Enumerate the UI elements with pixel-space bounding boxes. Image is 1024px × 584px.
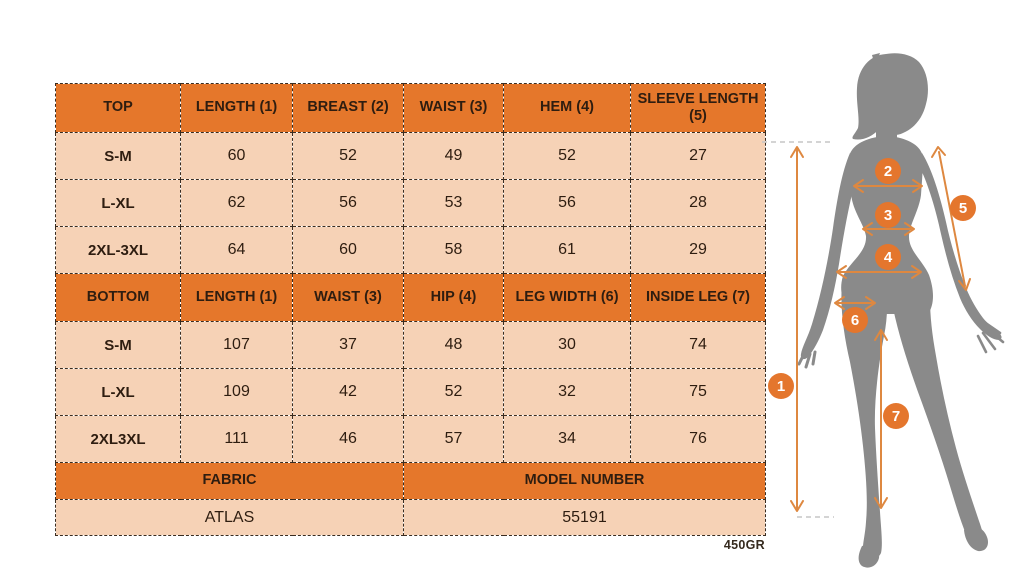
size-cell: S-M [55,132,181,180]
header-cell-waist: WAIST (3) [292,273,404,322]
arrow-waist [862,222,915,236]
fabric-value-cell: ATLAS [55,499,404,536]
table-row: L-XL 62 56 53 56 28 [55,179,766,227]
arrow-inside-leg [874,329,888,509]
svg-text:5: 5 [959,200,967,217]
size-cell: L-XL [55,179,181,227]
size-chart: TOP LENGTH (1) BREAST (2) WAIST (3) HEM … [55,83,766,536]
value-cell: 60 [180,132,293,180]
svg-text:7: 7 [892,408,900,425]
value-cell: 107 [180,321,293,369]
bottom-header-row: BOTTOM LENGTH (1) WAIST (3) HIP (4) LEG … [55,273,766,322]
value-cell: 53 [403,179,504,227]
value-cell: 52 [292,132,404,180]
model-number-value-cell: 55191 [403,499,766,536]
header-cell-top: TOP [55,83,181,133]
arrow-sleeve [931,146,971,291]
header-cell-sleeve-length: SLEEVE LENGTH (5) [630,83,766,133]
marker-4: 4 [875,244,901,270]
svg-text:4: 4 [884,249,893,266]
header-cell-hip: HIP (4) [403,273,504,322]
value-cell: 57 [403,415,504,463]
value-cell: 34 [503,415,631,463]
value-cell: 49 [403,132,504,180]
size-cell: L-XL [55,368,181,416]
measurement-arrows [790,146,971,512]
value-cell: 64 [180,226,293,274]
header-cell-waist: WAIST (3) [403,83,504,133]
svg-text:2: 2 [884,163,892,180]
arrow-length [790,146,804,512]
arrow-breast [853,179,923,193]
value-cell: 76 [630,415,766,463]
top-header-row: TOP LENGTH (1) BREAST (2) WAIST (3) HEM … [55,83,766,133]
marker-2: 2 [875,158,901,184]
header-cell-length: LENGTH (1) [180,273,293,322]
model-number-label-cell: MODEL NUMBER [403,462,766,500]
measurement-markers: 1 2 3 4 5 6 7 [768,158,976,429]
marker-1: 1 [768,373,794,399]
table-row: 2XL-3XL 64 60 58 61 29 [55,226,766,274]
value-cell: 58 [403,226,504,274]
header-cell-inside-leg: INSIDE LEG (7) [630,273,766,322]
marker-3: 3 [875,202,901,228]
size-chart-table: TOP LENGTH (1) BREAST (2) WAIST (3) HEM … [55,83,766,536]
table-row: S-M 107 37 48 30 74 [55,321,766,369]
marker-6: 6 [842,307,868,333]
arrow-hip [836,265,922,279]
value-cell: 46 [292,415,404,463]
footer-value-row: ATLAS 55191 [55,499,766,536]
female-silhouette [797,53,1005,568]
value-cell: 75 [630,368,766,416]
svg-text:6: 6 [851,312,859,329]
arrow-leg-width [834,296,876,310]
value-cell: 29 [630,226,766,274]
value-cell: 61 [503,226,631,274]
value-cell: 109 [180,368,293,416]
value-cell: 48 [403,321,504,369]
footer-label-row: FABRIC MODEL NUMBER [55,462,766,500]
fabric-label-cell: FABRIC [55,462,404,500]
table-row: 2XL3XL 111 46 57 34 76 [55,415,766,463]
header-cell-bottom: BOTTOM [55,273,181,322]
marker-5: 5 [950,195,976,221]
value-cell: 42 [292,368,404,416]
svg-text:1: 1 [777,378,785,395]
value-cell: 52 [503,132,631,180]
header-cell-leg-width: LEG WIDTH (6) [503,273,631,322]
value-cell: 111 [180,415,293,463]
value-cell: 74 [630,321,766,369]
value-cell: 60 [292,226,404,274]
value-cell: 52 [403,368,504,416]
size-cell: S-M [55,321,181,369]
weight-note: 450GR [723,538,765,552]
svg-text:3: 3 [884,207,892,224]
marker-7: 7 [883,403,909,429]
value-cell: 56 [503,179,631,227]
table-row: S-M 60 52 49 52 27 [55,132,766,180]
header-cell-hem: HEM (4) [503,83,631,133]
size-cell: 2XL-3XL [55,226,181,274]
value-cell: 37 [292,321,404,369]
value-cell: 28 [630,179,766,227]
